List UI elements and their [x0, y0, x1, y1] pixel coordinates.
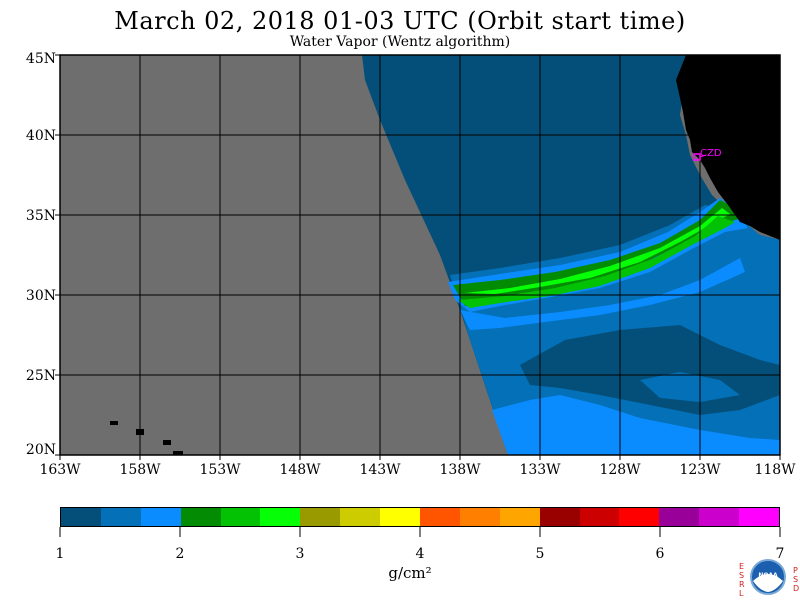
logo-right-letters: P [793, 566, 798, 575]
colorbar-unit: g/cm² [388, 564, 432, 582]
x-label-123w: 123W [679, 462, 721, 478]
x-label-158w: 158W [119, 462, 161, 478]
x-label-118w: 118W [754, 462, 796, 478]
x-label-133w: 133W [519, 462, 561, 478]
colorbar-swatch [659, 508, 700, 526]
moisture-band-green [453, 200, 742, 306]
island-maui [163, 440, 171, 445]
colorbar-swatch [699, 508, 740, 526]
map-subtitle: Water Vapor (Wentz algorithm) [289, 34, 511, 50]
colorbar-label-4: 4 [415, 546, 425, 562]
colorbar-swatch [61, 508, 102, 526]
colorbar-swatch [619, 508, 660, 526]
colorbar-swatch [140, 508, 182, 526]
swath-dark-patch-2 [640, 372, 740, 402]
svg-text:D: D [793, 584, 799, 593]
y-label-30n: 30N [25, 288, 56, 304]
colorbar-swatch [340, 508, 381, 526]
colorbar-label-3: 3 [295, 546, 305, 562]
colorbar-swatch [579, 508, 620, 526]
island-hawaii [173, 451, 183, 455]
y-label-40n: 40N [25, 128, 56, 144]
x-label-163w: 163W [39, 462, 81, 478]
colorbar-swatch [380, 508, 421, 526]
colorbar-label-5: 5 [535, 546, 545, 562]
colorbar-swatch [499, 508, 541, 526]
swath-bright-blue-south [460, 258, 745, 330]
x-label-128w: 128W [599, 462, 641, 478]
noaa-logo: NOAA E S R L P S D [739, 559, 799, 598]
svg-text:S: S [739, 571, 744, 580]
grid [60, 55, 780, 455]
swath-bright-blue-bottom [492, 395, 780, 455]
colorbar-swatch [100, 508, 142, 526]
y-label-20n: 20N [25, 442, 56, 458]
plot-frame [59, 54, 781, 456]
colorbar-label-7: 7 [775, 546, 785, 562]
colorbar-swatch [739, 508, 780, 526]
y-label-35n: 35N [25, 208, 56, 224]
map-title: March 02, 2018 01-03 UTC (Orbit start ti… [114, 7, 686, 35]
land-north-america [676, 55, 780, 240]
x-label-148w: 148W [279, 462, 321, 478]
colorbar-swatch [539, 508, 581, 526]
x-label-138w: 138W [439, 462, 481, 478]
svg-text:NOAA: NOAA [758, 572, 778, 579]
logo-left-letters: E [739, 562, 744, 571]
colorbar-swatch [260, 508, 301, 526]
y-label-45n: 45N [25, 51, 56, 67]
svg-text:R: R [739, 580, 745, 589]
colorbar-label-6: 6 [655, 546, 665, 562]
x-label-143w: 143W [359, 462, 401, 478]
svg-text:S: S [793, 575, 798, 584]
station-label: CZD [700, 148, 722, 159]
island-kauai [110, 421, 118, 425]
colorbar-swatch [420, 508, 461, 526]
svg-text:L: L [739, 589, 744, 598]
colorbar-swatch [180, 508, 222, 526]
colorbar-swatch [220, 508, 261, 526]
x-label-153w: 153W [199, 462, 241, 478]
colorbar-label-1: 1 [55, 546, 65, 562]
colorbar-swatch [459, 508, 501, 526]
colorbar-label-2: 2 [175, 546, 185, 562]
moisture-band-mid [458, 216, 735, 308]
colorbar [60, 507, 780, 527]
y-label-25n: 25N [25, 368, 56, 384]
colorbar-swatch [300, 508, 341, 526]
